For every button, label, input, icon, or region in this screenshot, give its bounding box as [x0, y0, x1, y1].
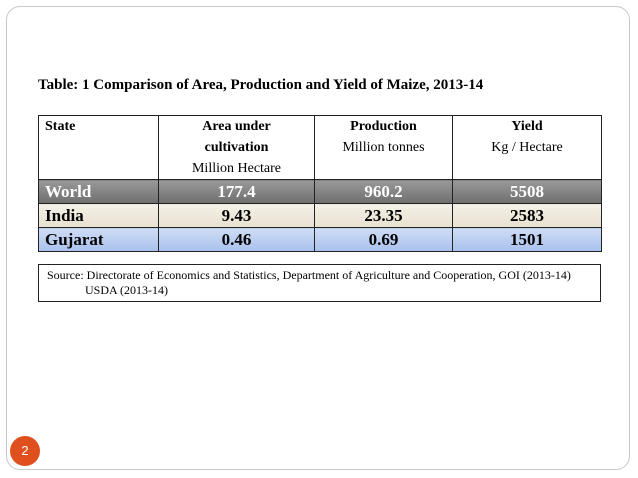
cell-area: 177.4 [158, 179, 315, 204]
cell-state: India [38, 203, 159, 228]
header-production: Production Million tonnes [314, 115, 453, 180]
source-note: Source: Directorate of Economics and Sta… [38, 264, 601, 302]
cell-yield: 1501 [452, 227, 602, 252]
cell-yield: 2583 [452, 203, 602, 228]
cell-yield: 5508 [452, 179, 602, 204]
source-line-1: Source: Directorate of Economics and Sta… [47, 268, 571, 282]
table-row-world: World 177.4 960.2 5508 [38, 179, 602, 204]
cell-state: World [38, 179, 159, 204]
page-number-badge: 2 [10, 436, 40, 466]
cell-area: 0.46 [158, 227, 315, 252]
cell-production: 23.35 [314, 203, 453, 228]
cell-production: 960.2 [314, 179, 453, 204]
slide-frame [6, 6, 630, 470]
header-area: Area under cultivation Million Hectare [158, 115, 315, 180]
table-row-india: India 9.43 23.35 2583 [38, 203, 602, 228]
maize-comparison-table: State Area under cultivation Million Hec… [38, 115, 602, 252]
source-line-2: USDA (2013-14) [85, 283, 168, 297]
header-yield: Yield Kg / Hectare [452, 115, 602, 180]
cell-production: 0.69 [314, 227, 453, 252]
table-row-gujarat: Gujarat 0.46 0.69 1501 [38, 227, 602, 252]
cell-area: 9.43 [158, 203, 315, 228]
header-state: State [38, 115, 159, 180]
table-title: Table: 1 Comparison of Area, Production … [38, 77, 484, 93]
table-header-row: State Area under cultivation Million Hec… [38, 115, 602, 180]
cell-state: Gujarat [38, 227, 159, 252]
